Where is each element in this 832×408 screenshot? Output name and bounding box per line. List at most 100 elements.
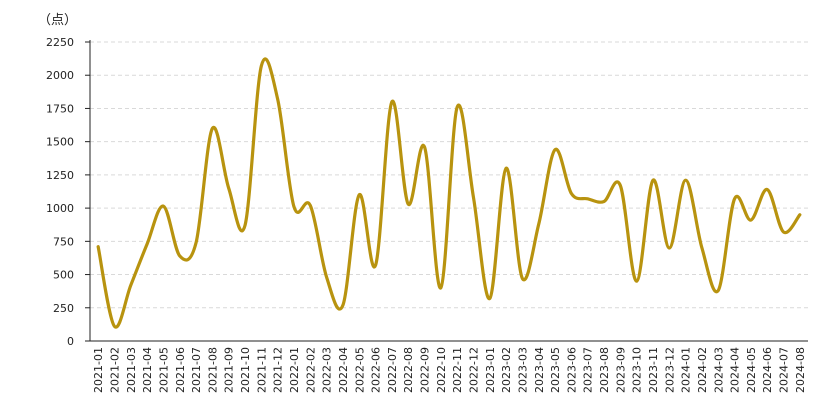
x-tick-label: 2024-06 (761, 347, 774, 393)
data-point (489, 297, 491, 299)
data-point (668, 247, 670, 249)
x-tick-label: 2022-04 (337, 347, 350, 393)
y-tick-label: 250 (53, 302, 74, 315)
data-point (652, 179, 654, 181)
data-point (211, 127, 213, 129)
x-tick-label: 2021-07 (190, 347, 203, 393)
data-point (766, 188, 768, 190)
x-tick-label: 2021-03 (125, 347, 138, 393)
data-point (146, 243, 148, 245)
data-point (635, 280, 637, 282)
x-tick-label: 2022-05 (353, 347, 366, 393)
data-point (587, 198, 589, 200)
data-point (570, 192, 572, 194)
data-point (423, 146, 425, 148)
data-point (407, 203, 409, 205)
x-tick-label: 2024-05 (745, 347, 758, 393)
data-point (325, 276, 327, 278)
data-point (244, 224, 246, 226)
y-tick-label: 0 (67, 335, 74, 348)
data-point (799, 214, 801, 216)
data-point (391, 101, 393, 103)
x-tick-label: 2024-07 (778, 347, 791, 393)
data-point (472, 196, 474, 198)
x-tick-label: 2022-08 (402, 347, 415, 393)
data-point (374, 264, 376, 266)
x-tick-label: 2021-11 (255, 347, 268, 393)
data-point (782, 231, 784, 233)
x-tick-label: 2022-01 (288, 347, 301, 393)
series-layer (96, 57, 802, 329)
data-point (505, 167, 507, 169)
x-tick-label: 2024-03 (712, 347, 725, 393)
x-tick-label: 2024-04 (729, 347, 742, 393)
x-tick-label: 2023-02 (500, 347, 513, 393)
x-tick-label: 2021-01 (92, 347, 105, 393)
data-point (701, 247, 703, 249)
x-tick-label: 2021-08 (206, 347, 219, 393)
data-point (179, 255, 181, 257)
data-point (293, 206, 295, 208)
axes (85, 40, 808, 342)
x-tick-label: 2023-03 (516, 347, 529, 393)
data-point (130, 284, 132, 286)
x-tick-label: 2023-07 (582, 347, 595, 393)
data-point (538, 223, 540, 225)
y-tick-label: 500 (53, 269, 74, 282)
data-point (750, 219, 752, 221)
data-point (717, 289, 719, 291)
data-point (733, 198, 735, 200)
data-point (162, 205, 164, 207)
y-tick-label: 2250 (46, 36, 74, 49)
y-tick-label: 1250 (46, 169, 74, 182)
x-tick-label: 2023-06 (565, 347, 578, 393)
x-tick-label: 2021-02 (108, 347, 121, 393)
x-tick-label: 2023-12 (663, 347, 676, 393)
y-axis-unit-label: （点） (38, 13, 77, 28)
x-tick-label: 2022-09 (419, 347, 432, 393)
x-tick-label: 2022-03 (321, 347, 334, 393)
x-tick-label: 2023-04 (533, 347, 546, 393)
data-point (684, 179, 686, 181)
data-point (440, 287, 442, 289)
y-tick-label: 1500 (46, 136, 74, 149)
x-tick-label: 2021-06 (174, 347, 187, 393)
y-tick-label: 2000 (46, 69, 74, 82)
x-tick-label: 2023-09 (614, 347, 627, 393)
x-tick-label: 2023-05 (549, 347, 562, 393)
x-tick-label: 2022-10 (435, 347, 448, 393)
data-point (603, 200, 605, 202)
y-tick-label: 750 (53, 235, 74, 248)
data-point (456, 106, 458, 108)
x-tick-label: 2021-12 (272, 347, 285, 393)
x-tick-label: 2024-01 (680, 347, 693, 393)
x-tick-label: 2023-11 (647, 347, 660, 393)
grid-lines (90, 41, 808, 309)
data-point (276, 98, 278, 100)
x-tick-label: 2023-10 (631, 347, 644, 393)
data-point (554, 148, 556, 150)
y-tick-label: 1000 (46, 202, 74, 215)
x-tick-label: 2022-12 (467, 347, 480, 393)
x-tick-label: 2022-02 (304, 347, 317, 393)
y-tick-label: 1750 (46, 102, 74, 115)
x-tick-label: 2021-10 (239, 347, 252, 393)
x-tick-label: 2024-02 (696, 347, 709, 393)
x-tick-label: 2023-01 (484, 347, 497, 393)
data-point (521, 277, 523, 279)
data-point (228, 187, 230, 189)
x-tick-label: 2021-05 (157, 347, 170, 393)
x-tick-label: 2021-04 (141, 347, 154, 393)
x-tick-label: 2021-09 (223, 347, 236, 393)
x-tick-label: 2022-06 (370, 347, 383, 393)
data-point (97, 245, 99, 247)
x-tick-labels: 2021-01 2021-02 2021-03 2021-04 2021-05 2021-… (92, 347, 807, 393)
series-line-0 (96, 57, 802, 329)
y-tick-labels: 0 250 500 750 1000 1250 1500 1750 2000 2250 (46, 36, 74, 348)
data-point (619, 184, 621, 186)
data-point (113, 325, 115, 327)
x-tick-label: 2023-08 (598, 347, 611, 393)
x-tick-label: 2022-07 (386, 347, 399, 393)
